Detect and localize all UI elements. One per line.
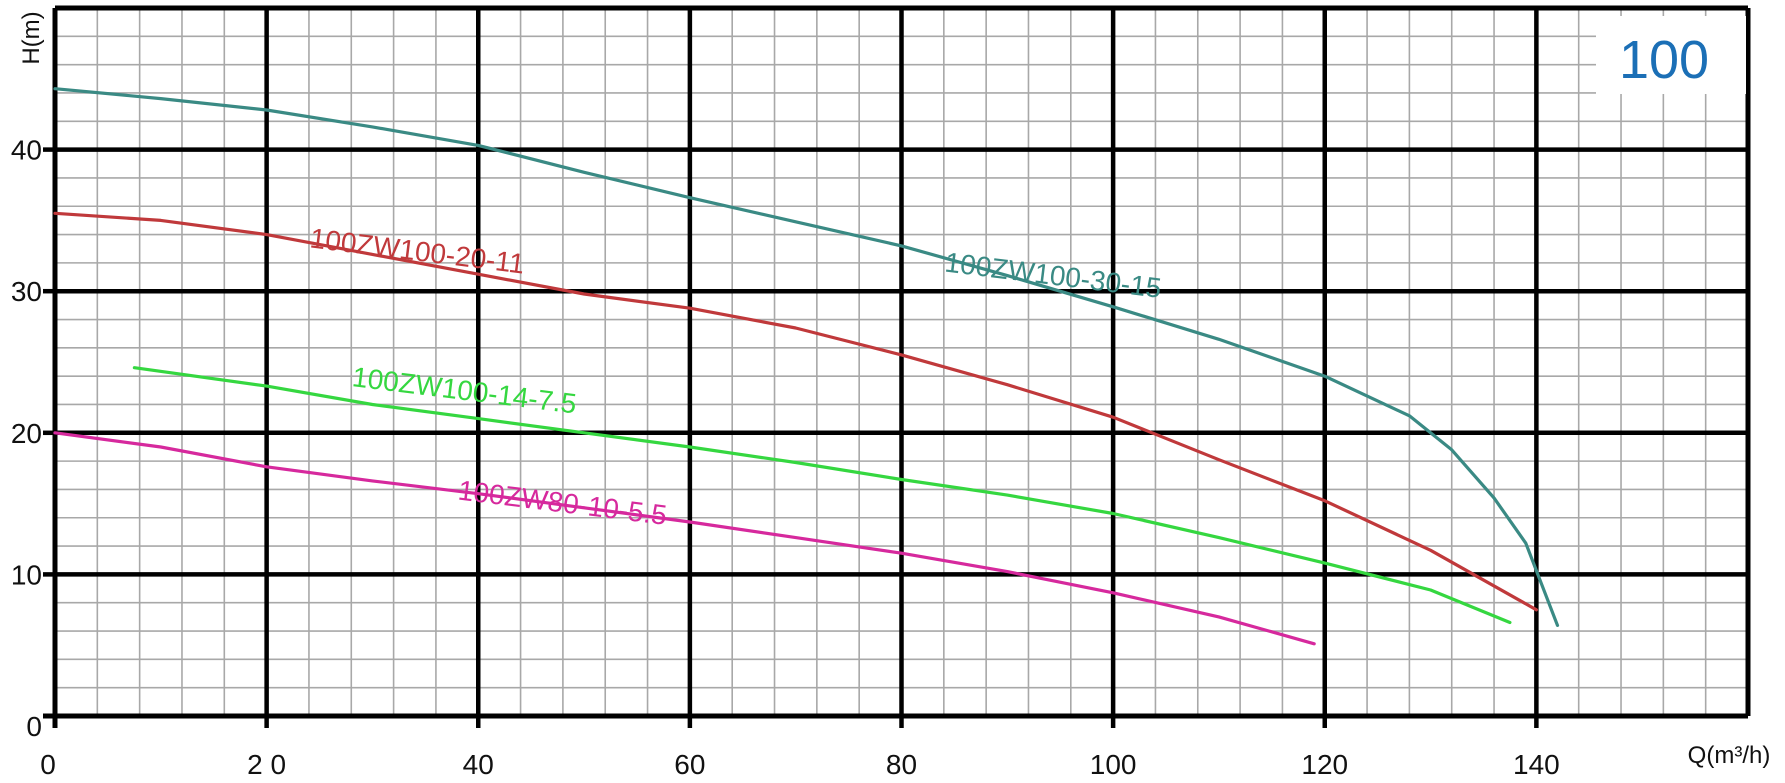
x-axis-title: Q(m³/h) <box>1688 742 1771 769</box>
y-tick-label: 20 <box>11 418 42 449</box>
x-tick-label: 140 <box>1513 749 1560 778</box>
x-tick-label: 80 <box>886 749 917 778</box>
y-tick-label: 10 <box>11 559 42 590</box>
y-axis-title: H(m) <box>18 11 45 64</box>
x-tick-label: 0 <box>40 749 56 778</box>
series-line-4 <box>53 431 1316 646</box>
series-line-3 <box>132 366 1512 625</box>
x-tick-label: 100 <box>1090 749 1137 778</box>
y-tick-label: 30 <box>11 276 42 307</box>
x-tick-label: 120 <box>1301 749 1348 778</box>
x-tick-label: 40 <box>463 749 494 778</box>
major-grid <box>55 8 1748 716</box>
y-tick-label: 40 <box>11 135 42 166</box>
x-tick-label: 60 <box>674 749 705 778</box>
series-line-2 <box>53 211 1539 612</box>
badge-background <box>1596 16 1746 94</box>
x-tick-label: 2 0 <box>247 749 286 778</box>
series-line-1 <box>53 87 1560 628</box>
plot-frame <box>43 5 1751 728</box>
chart-badge: 100 <box>1619 30 1709 90</box>
series-layer <box>53 87 1560 646</box>
y-tick-label: 0 <box>26 711 42 742</box>
